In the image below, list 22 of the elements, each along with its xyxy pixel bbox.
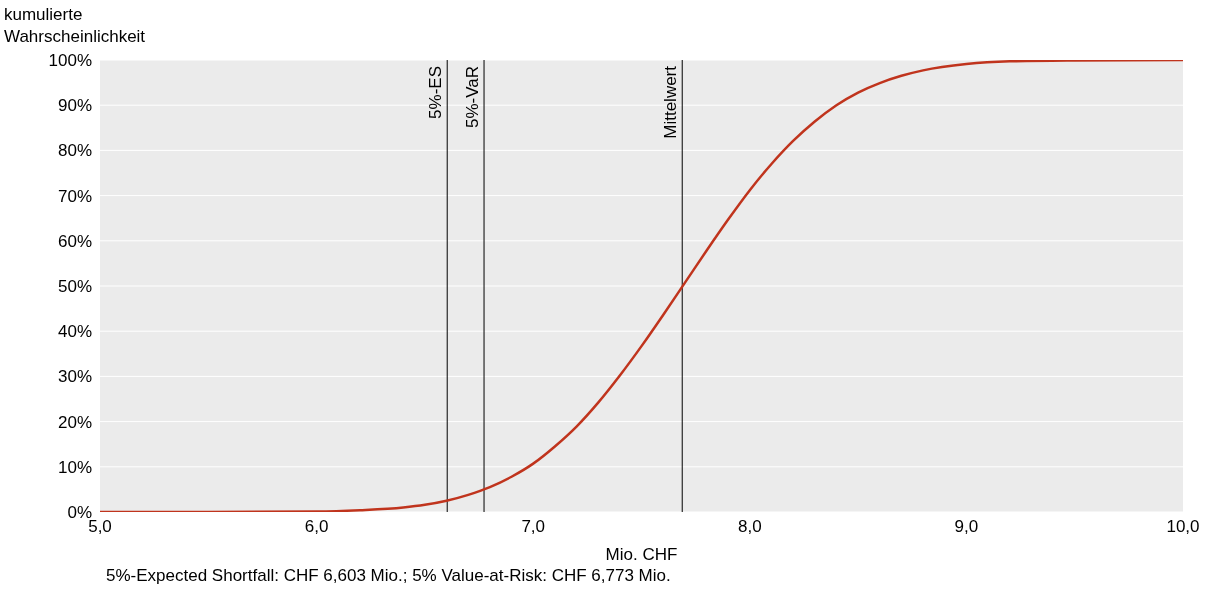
x-tick-label: 5,0: [88, 517, 112, 537]
y-tick-label: 60%: [57, 231, 92, 251]
ref-line-label: Mittelwert: [661, 65, 681, 139]
y-tick-label: 70%: [57, 186, 92, 206]
x-axis-title: Mio. CHF: [605, 545, 678, 564]
y-tick-label: 10%: [57, 457, 92, 477]
y-tick-label: 90%: [57, 96, 92, 116]
y-axis-title: kumulierte Wahrscheinlichkeit: [4, 4, 147, 48]
y-tick-label: 100%: [48, 51, 92, 71]
x-tick-label: 8,0: [737, 517, 762, 537]
y-tick-label: 50%: [57, 277, 92, 297]
x-tick-label: 7,0: [521, 517, 546, 537]
x-tick-label: 10,0: [1166, 517, 1200, 537]
y-tick-label: 80%: [57, 141, 92, 161]
y-tick-label: 20%: [57, 412, 92, 432]
ref-line-label: 5%-VaR: [463, 66, 483, 129]
y-tick-label: 30%: [57, 367, 92, 387]
text: 5%-Expected Shortfall: CHF 6,603 Mio.; 5% Value-at-Risk: CHF 6,773 Mio.: [106, 566, 672, 586]
x-tick-label: 9,0: [954, 517, 979, 537]
x-tick-label: 6,0: [304, 517, 329, 537]
ref-line-label: 5%-ES: [426, 66, 446, 119]
y-tick-label: 40%: [57, 322, 92, 342]
